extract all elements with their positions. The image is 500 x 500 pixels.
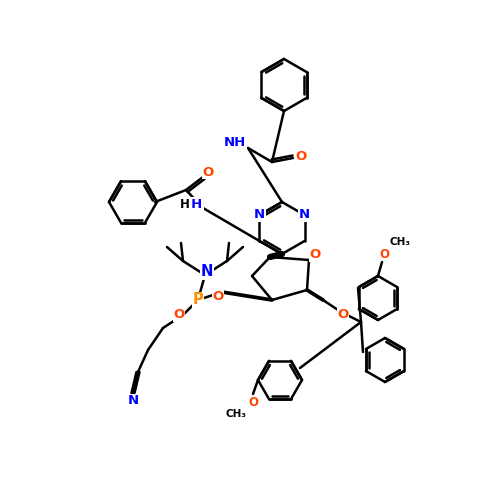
Text: O: O: [310, 248, 320, 262]
Text: N: N: [299, 208, 310, 222]
Text: H: H: [180, 198, 190, 210]
Text: O: O: [202, 166, 213, 178]
Text: O: O: [296, 150, 306, 164]
Text: O: O: [248, 396, 258, 409]
Text: O: O: [338, 308, 348, 320]
Text: CH₃: CH₃: [390, 237, 411, 247]
Text: N: N: [128, 394, 138, 407]
Text: NH: NH: [181, 198, 203, 210]
Text: O: O: [212, 290, 224, 302]
Text: N: N: [201, 264, 213, 280]
Text: O: O: [379, 248, 389, 260]
Text: O: O: [174, 308, 184, 322]
Text: NH: NH: [224, 136, 246, 149]
Text: N: N: [254, 208, 265, 222]
Text: P: P: [192, 292, 203, 308]
Text: CH₃: CH₃: [226, 409, 246, 419]
